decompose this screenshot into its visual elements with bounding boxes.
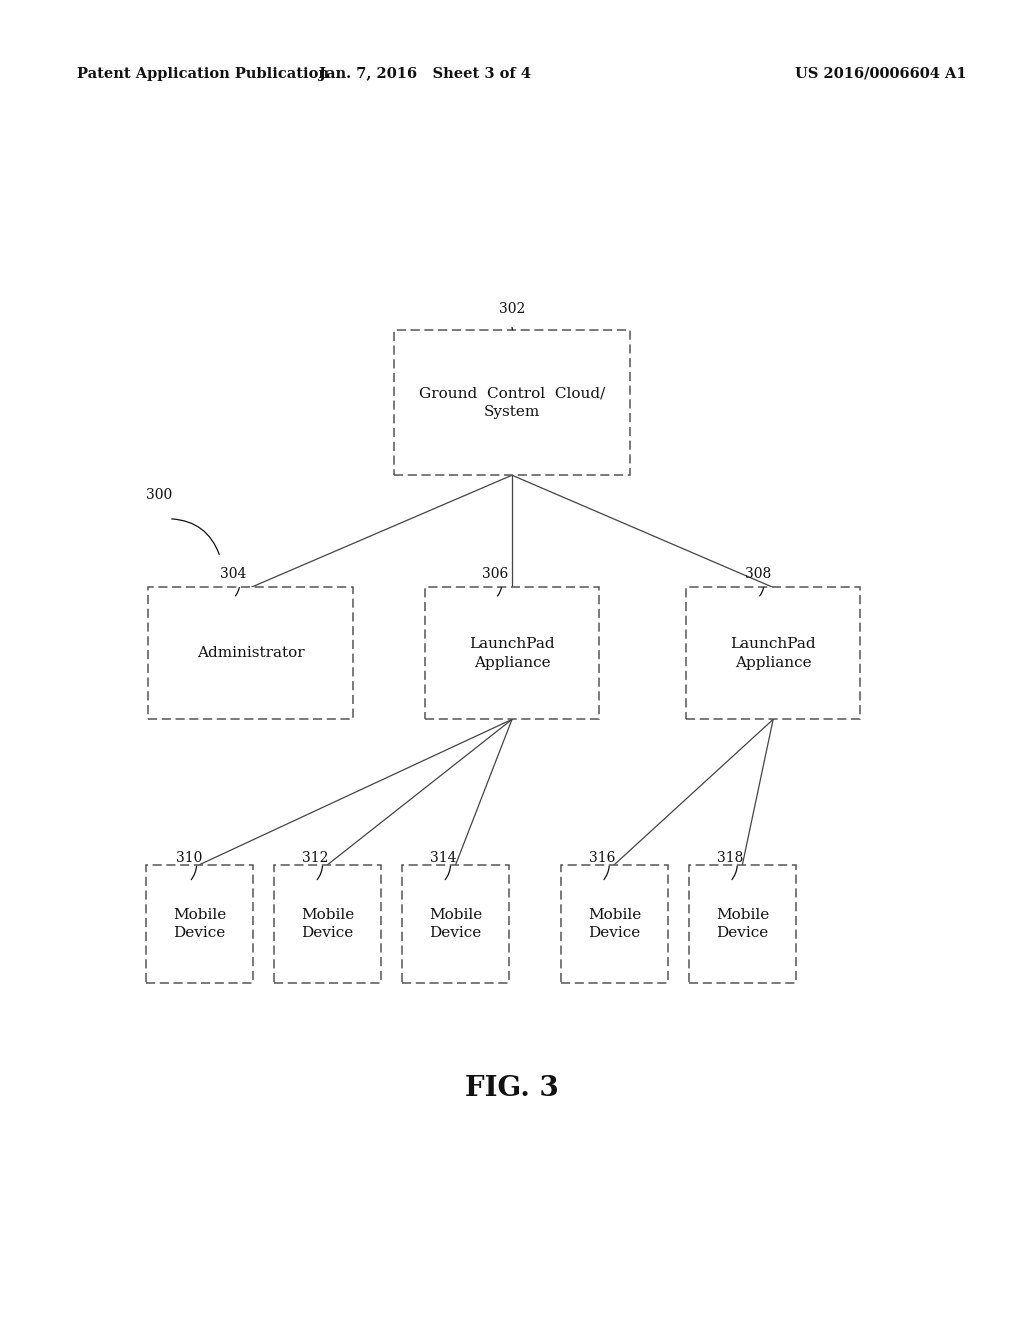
Text: Mobile
Device: Mobile Device: [716, 908, 769, 940]
Bar: [148, 587, 353, 719]
Text: Ground  Control  Cloud/
System: Ground Control Cloud/ System: [419, 387, 605, 418]
Bar: [561, 865, 668, 983]
Bar: [394, 330, 630, 475]
Text: Patent Application Publication: Patent Application Publication: [77, 67, 329, 81]
Text: 308: 308: [744, 568, 771, 581]
Bar: [425, 587, 599, 719]
Text: 318: 318: [717, 851, 743, 865]
Text: 314: 314: [430, 851, 457, 865]
Text: Administrator: Administrator: [197, 647, 305, 660]
Text: 316: 316: [589, 851, 615, 865]
Text: 312: 312: [302, 851, 329, 865]
Text: 306: 306: [482, 568, 509, 581]
Bar: [686, 587, 860, 719]
Bar: [146, 865, 254, 983]
Text: Mobile
Device: Mobile Device: [429, 908, 482, 940]
Text: 302: 302: [499, 302, 525, 315]
Bar: [401, 865, 510, 983]
Text: Mobile
Device: Mobile Device: [173, 908, 226, 940]
Text: 304: 304: [220, 568, 247, 581]
Text: US 2016/0006604 A1: US 2016/0006604 A1: [795, 67, 967, 81]
Text: Mobile
Device: Mobile Device: [301, 908, 354, 940]
Text: 300: 300: [145, 488, 172, 502]
Bar: [274, 865, 381, 983]
Text: LaunchPad
Appliance: LaunchPad Appliance: [469, 638, 555, 669]
Text: Mobile
Device: Mobile Device: [588, 908, 641, 940]
Text: 310: 310: [176, 851, 203, 865]
Bar: [688, 865, 797, 983]
Text: Jan. 7, 2016   Sheet 3 of 4: Jan. 7, 2016 Sheet 3 of 4: [318, 67, 531, 81]
Text: LaunchPad
Appliance: LaunchPad Appliance: [730, 638, 816, 669]
Text: FIG. 3: FIG. 3: [465, 1076, 559, 1102]
